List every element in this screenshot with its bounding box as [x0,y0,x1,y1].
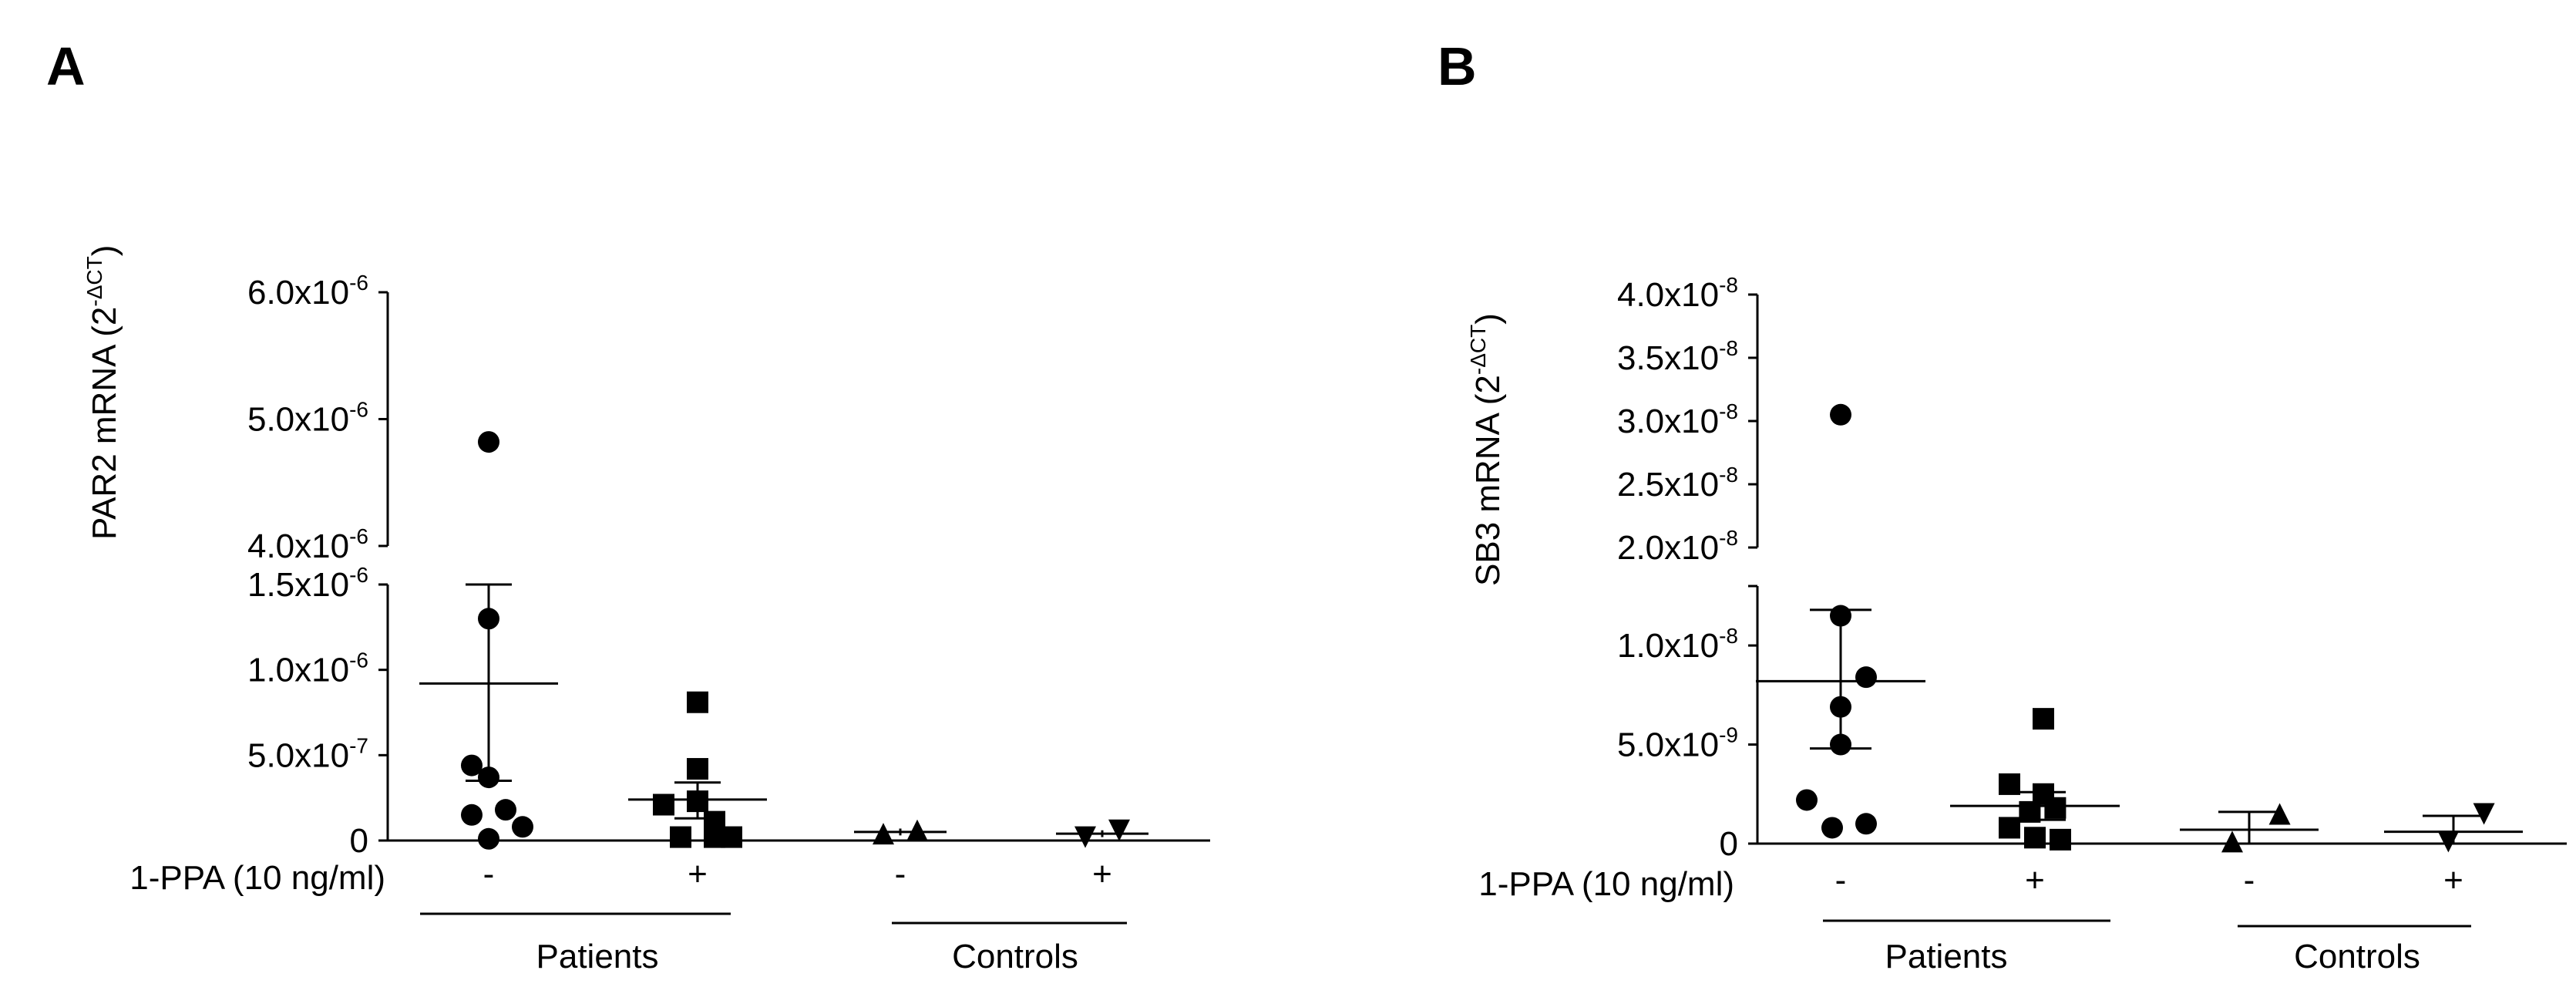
panel-a-data-point [478,766,499,789]
panel-a-data-point [478,827,499,850]
panel-b-treatment-label: 1-PPA (10 ng/ml) [1478,865,1734,903]
panel-b-cond-4: + [2443,861,2463,899]
panel-a-y-tick-label: 0 [350,822,368,860]
panel-a-data-point [687,758,708,780]
panel-b-data-point [1796,789,1818,811]
panel-b-data-point [1821,817,1843,839]
panel-a-data-point [653,793,674,816]
panel-a-y-tick-label: 6.0x10-6 [247,271,368,312]
panel-b-y-tick-label: 2.0x10-8 [1617,526,1738,567]
panel-a-data-point [495,799,516,821]
panel-b-y-tick-label: 0 [1720,825,1738,863]
panel-a-data-point [1108,819,1130,841]
panel-b-data-point [2033,708,2054,730]
panel-b-y-tick-label: 1.0x10-8 [1617,624,1738,665]
panel-b-y-tick-label: 2.5x10-8 [1617,463,1738,504]
panel-b-data-point [2019,800,2041,823]
panel-a-data-point [461,754,483,777]
panel-b-y-tick-label: 3.5x10-8 [1617,336,1738,377]
panel-b-data-point [1830,403,1851,426]
panel-b-y-tick-label: 3.0x10-8 [1617,399,1738,440]
panel-a-data-point [721,826,742,848]
panel-b-data-point [2044,797,2067,819]
panel-a-y-tick-label: 1.5x10-6 [247,563,368,604]
panel-a-plot: 0 5.0x10-7 1.0x10-6 1.5x10-64.0x10-6 5.0x10-… [247,271,1210,860]
panel-b-data-point [2221,830,2243,853]
panel-b-data-point [1999,817,2020,839]
panel-b-group-patients: Patients [1885,938,2008,975]
panel-b-data-point [1855,666,1877,689]
panel-a-cond-3: - [895,855,906,893]
panel-b-letter: B [1438,36,1477,96]
panel-b-group-controls: Controls [2294,938,2420,975]
panel-b-data-point [2050,828,2071,851]
panel-a-y-tick-label: 5.0x10-7 [247,733,368,774]
panel-a-data-point [906,819,928,841]
panel-b-cond-3: - [2244,861,2255,899]
panel-b-data-point [2473,803,2495,825]
panel-a-data-point [873,823,894,845]
panel-b-y-tick-label: 4.0x10-8 [1617,273,1738,314]
panel-a-data-point [687,790,708,813]
panel-a-data-point [512,816,533,838]
panel-b-plot: 0 5.0x10-9 1.0x10-8 2.0x10-8 2.5x10-8 3.0x10-… [1617,273,2567,863]
panel-a-y-tick-label: 1.0x10-6 [247,649,368,689]
panel-a-cond-1: - [483,855,495,893]
panel-b-data-point [2268,803,2291,825]
panel-a-data-point [461,804,483,826]
panel-a-y-tick-label: 5.0x10-6 [247,398,368,439]
panel-b-data-point [1830,605,1851,627]
panel-b-cond-2: + [2025,861,2045,899]
panel-a-data-point [670,826,691,848]
panel-a-treatment-label: 1-PPA (10 ng/ml) [129,859,385,897]
panel-b-data-point [2437,830,2460,853]
panel-a-group-controls: Controls [952,938,1078,975]
panel-a-cond-4: + [1092,855,1112,893]
panel-b-data-point [1855,813,1877,835]
panel-a-data-point [1074,826,1096,848]
panel-a-data-point [478,608,499,630]
panel-a: A PAR2 mRNA (2-ΔCT) 1-PPA (10 ng/ml) - +… [46,36,1210,975]
panel-a-y-tick-label: 4.0x10-6 [247,524,368,565]
panel-a-cond-2: + [688,855,708,893]
panel-b: B SB3 mRNA (2-ΔCT) 1-PPA (10 ng/ml) - + … [1438,36,2567,975]
panel-a-group-patients: Patients [536,938,659,975]
panel-a-y-axis-title: PAR2 mRNA (2-ΔCT) [82,245,123,540]
panel-b-cond-1: - [1835,861,1847,899]
panel-a-data-point [687,691,708,713]
panel-a-letter: A [46,36,86,96]
panel-b-data-point [1999,773,2020,795]
panel-a-data-point [478,431,499,453]
panel-b-data-point [2024,827,2046,849]
panel-b-data-point [1830,733,1851,756]
panel-b-y-tick-label: 5.0x10-9 [1617,723,1738,764]
panel-b-data-point [1830,696,1851,718]
panel-b-y-axis-title: SB3 mRNA (2-ΔCT) [1466,313,1507,586]
